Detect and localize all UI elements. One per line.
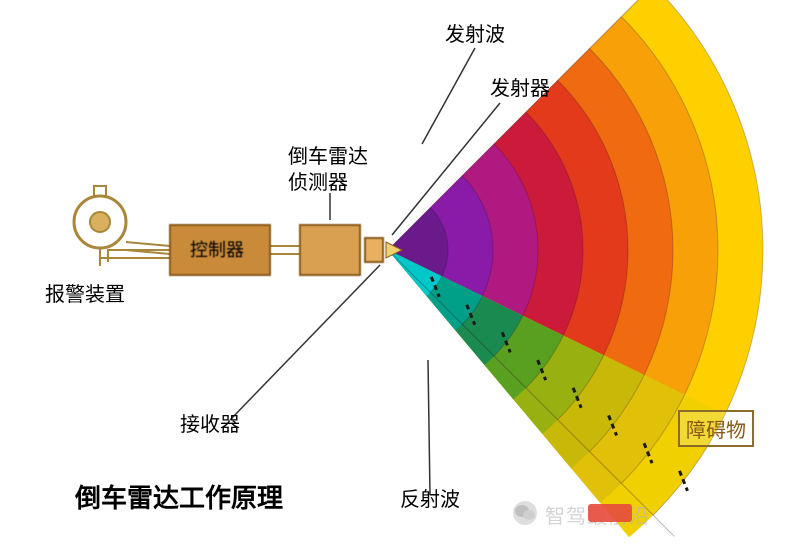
wechat-icon (510, 498, 540, 528)
label-alarm-device: 报警装置 (45, 278, 125, 307)
diagram-title: 倒车雷达工作原理 (75, 478, 283, 515)
label-reflected-wave: 反射波 (400, 483, 460, 512)
watermark-red-badge (588, 504, 632, 522)
label-receiver: 接收器 (180, 408, 240, 437)
label-detector-line1: 倒车雷达 (288, 140, 368, 169)
label-obstacle: 障碍物 (678, 410, 754, 447)
label-detector-line2: 侦测器 (288, 166, 348, 195)
label-controller: 控制器 (190, 236, 244, 262)
label-emitted-wave: 发射波 (445, 18, 505, 47)
diagram-canvas (0, 0, 800, 553)
alarm-device-icon (74, 186, 126, 266)
label-emitter: 发射器 (490, 72, 550, 101)
